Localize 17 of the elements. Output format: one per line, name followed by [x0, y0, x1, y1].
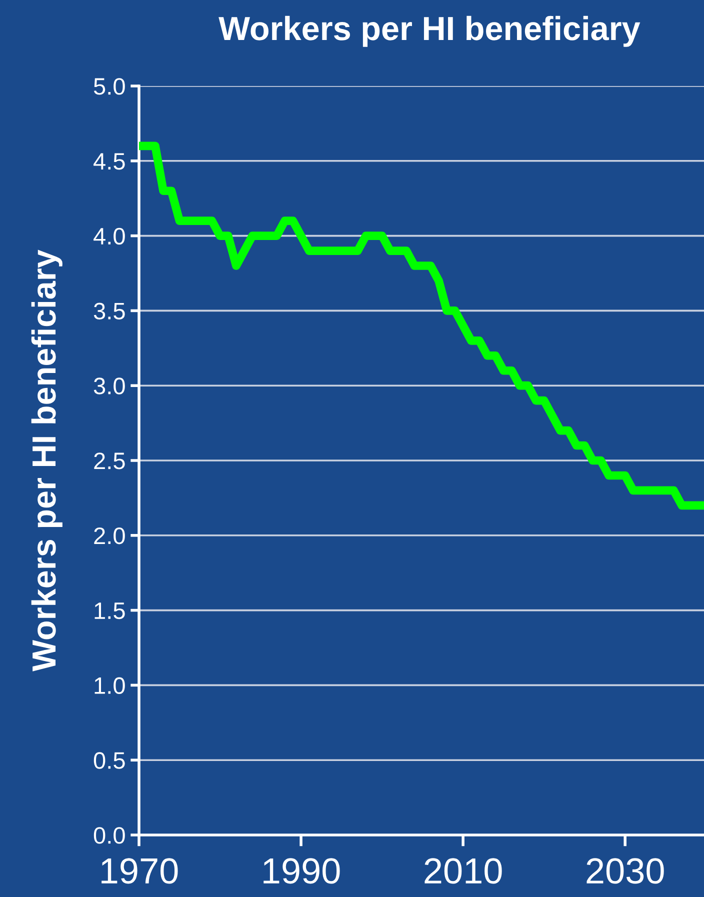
y-tick-label: 4.5	[94, 153, 125, 170]
x-tick-label: 1970	[102, 858, 178, 884]
y-tick-label: 3.5	[94, 302, 125, 320]
y-tick-label: 5.0	[94, 78, 125, 95]
y-tick-label: 0.0	[94, 827, 125, 844]
x-tick-label: 2010	[424, 858, 502, 884]
chart-title: Workers per HI beneficiary	[218, 16, 640, 47]
y-tick-label: 0.5	[94, 752, 125, 769]
x-tick-label: 1990	[264, 858, 340, 884]
y-tick-label: 3.0	[94, 378, 125, 394]
x-tick-label: 2030	[586, 858, 664, 884]
y-tick-label: 1.5	[94, 602, 125, 620]
y-tick-label: 2.5	[94, 452, 125, 470]
y-tick-label: 2.0	[94, 527, 125, 544]
y-axis-title: Workers per HI beneficiary	[31, 250, 62, 672]
y-tick-label: 1.0	[94, 677, 125, 694]
y-tick-label: 4.0	[94, 228, 125, 245]
